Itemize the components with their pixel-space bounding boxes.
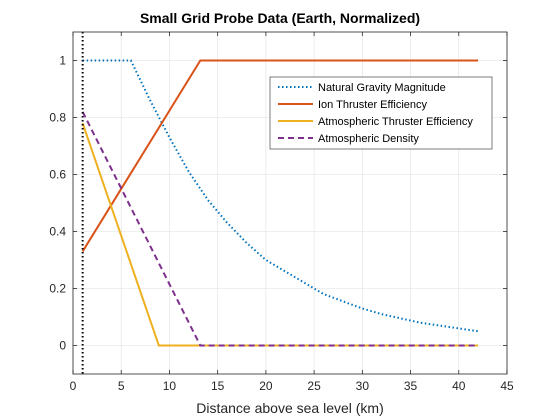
x-tick-label: 10 bbox=[163, 379, 177, 393]
legend-label: Natural Gravity Magnitude bbox=[318, 82, 446, 94]
x-tick-label: 25 bbox=[307, 379, 321, 393]
series-layer bbox=[81, 59, 479, 347]
x-tick-label: 0 bbox=[70, 379, 77, 393]
legend-label: Atmospheric Density bbox=[318, 133, 419, 145]
legend: Natural Gravity Magnitude Ion Thruster Ef… bbox=[269, 76, 493, 150]
x-tick-label: 15 bbox=[211, 379, 225, 393]
x-tick-labels: 0 5 10 15 20 25 30 35 40 45 bbox=[70, 379, 514, 393]
series-line-natural-gravity-magnitude bbox=[82, 59, 479, 333]
legend-box bbox=[269, 76, 493, 150]
y-tick-label: 0.8 bbox=[49, 111, 66, 125]
ticks bbox=[72, 32, 508, 374]
x-tick-label: 40 bbox=[452, 379, 466, 393]
x-tick-label: 5 bbox=[118, 379, 125, 393]
y-tick-label: 0 bbox=[59, 339, 66, 353]
x-tick-label: 45 bbox=[500, 379, 514, 393]
legend-label: Atmospheric Thruster Efficiency bbox=[318, 116, 473, 128]
y-tick-label: 1 bbox=[59, 54, 66, 68]
x-tick-label: 30 bbox=[356, 379, 370, 393]
x-tick-label: 20 bbox=[259, 379, 273, 393]
y-tick-label: 0.6 bbox=[49, 168, 66, 182]
x-axis-label: Distance above sea level (km) bbox=[196, 400, 384, 416]
chart-title: Small Grid Probe Data (Earth, Normalized… bbox=[140, 10, 420, 26]
axes-frame bbox=[72, 31, 508, 375]
legend-label: Ion Thruster Efficiency bbox=[318, 99, 428, 111]
y-tick-label: 0.2 bbox=[49, 282, 66, 296]
y-tick-labels: 0 0.2 0.4 0.6 0.8 1 bbox=[49, 54, 66, 353]
y-tick-label: 0.4 bbox=[49, 225, 66, 239]
x-tick-label: 35 bbox=[404, 379, 418, 393]
series-line-atmospheric-density bbox=[81, 111, 479, 347]
